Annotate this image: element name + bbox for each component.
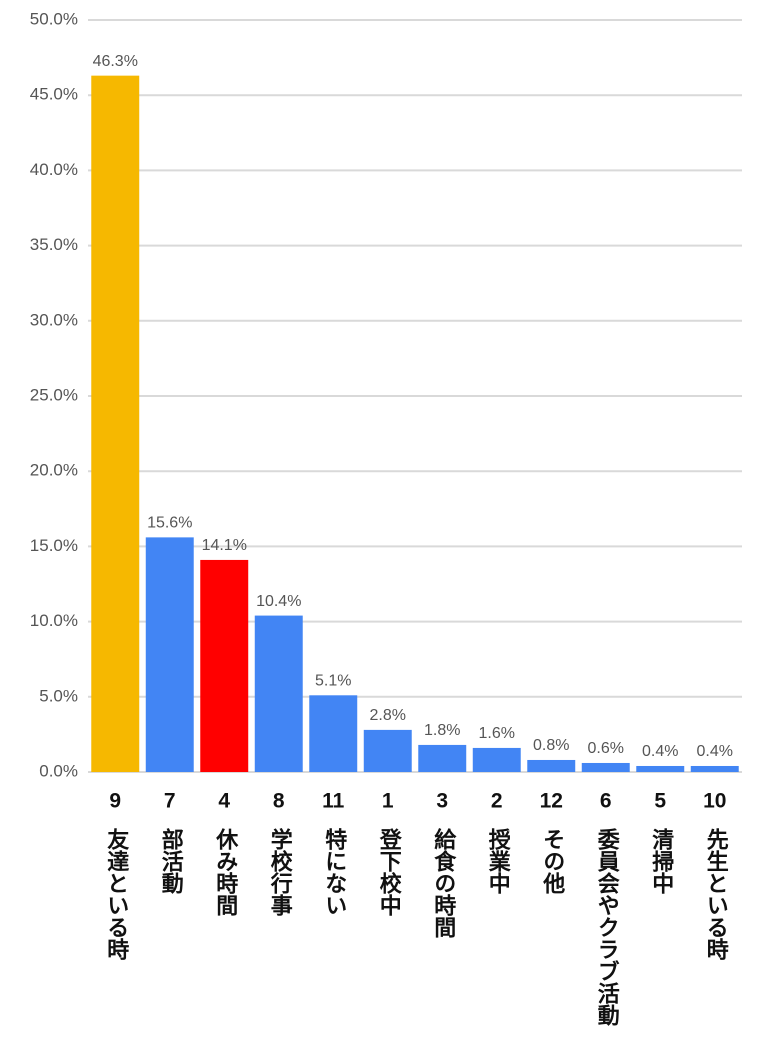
category-name: 特にない [321, 827, 347, 916]
category-name: 授業中 [485, 828, 511, 894]
y-tick-label: 35.0% [30, 235, 78, 254]
category-number: 10 [703, 790, 726, 813]
bar [309, 695, 358, 772]
data-label: 5.1% [315, 673, 351, 690]
data-label: 1.6% [479, 725, 515, 742]
data-label: 0.8% [533, 737, 569, 754]
category-number: 5 [654, 790, 666, 813]
category-number: 12 [540, 790, 563, 813]
y-tick-label: 20.0% [30, 461, 78, 480]
data-label: 1.8% [424, 722, 460, 739]
bar [418, 744, 467, 772]
data-label: 10.4% [256, 593, 301, 610]
category-name: 学校行事 [267, 827, 294, 916]
category-name: 休み時間 [212, 828, 239, 917]
bar [472, 747, 521, 772]
category-number: 7 [164, 790, 176, 813]
bar [581, 762, 630, 772]
data-label: 2.8% [370, 707, 406, 724]
category-number: 2 [491, 790, 503, 813]
y-tick-label: 40.0% [30, 160, 78, 179]
category-number: 4 [218, 790, 230, 813]
category-name: 部活動 [158, 827, 184, 895]
data-label: 46.3% [93, 53, 138, 70]
data-label: 0.6% [588, 740, 624, 757]
y-tick-label: 50.0% [30, 9, 78, 28]
y-tick-label: 5.0% [39, 686, 78, 705]
bar [690, 765, 739, 772]
category-number: 8 [273, 790, 285, 813]
bar [145, 537, 194, 772]
category-name: 友達といる時 [103, 828, 129, 960]
category-number: 11 [322, 790, 345, 813]
data-label: 0.4% [697, 743, 733, 760]
bar [527, 759, 576, 772]
y-tick-label: 30.0% [30, 310, 78, 329]
category-name: 登下校中 [376, 828, 403, 916]
category-number: 9 [109, 790, 121, 813]
bar [200, 559, 249, 772]
bar [254, 615, 303, 772]
y-tick-label: 15.0% [30, 536, 78, 555]
bar [363, 729, 412, 772]
category-number: 6 [600, 790, 612, 813]
data-label: 0.4% [642, 743, 678, 760]
category-name: 先生といる時 [703, 828, 729, 960]
y-tick-label: 45.0% [30, 85, 78, 104]
category-name: その他 [539, 828, 566, 894]
category-number: 1 [382, 790, 394, 813]
bar [91, 75, 140, 772]
y-tick-label: 25.0% [30, 385, 78, 404]
y-tick-label: 0.0% [39, 761, 78, 780]
category-name: 委員会やクラブ活動 [594, 828, 621, 1027]
category-name: 清掃中 [648, 827, 674, 894]
y-tick-label: 10.0% [30, 611, 78, 630]
data-label: 15.6% [147, 515, 192, 532]
bar [636, 765, 685, 772]
category-name: 給食の時間 [430, 827, 456, 939]
category-number: 3 [436, 790, 448, 813]
data-label: 14.1% [202, 537, 247, 554]
